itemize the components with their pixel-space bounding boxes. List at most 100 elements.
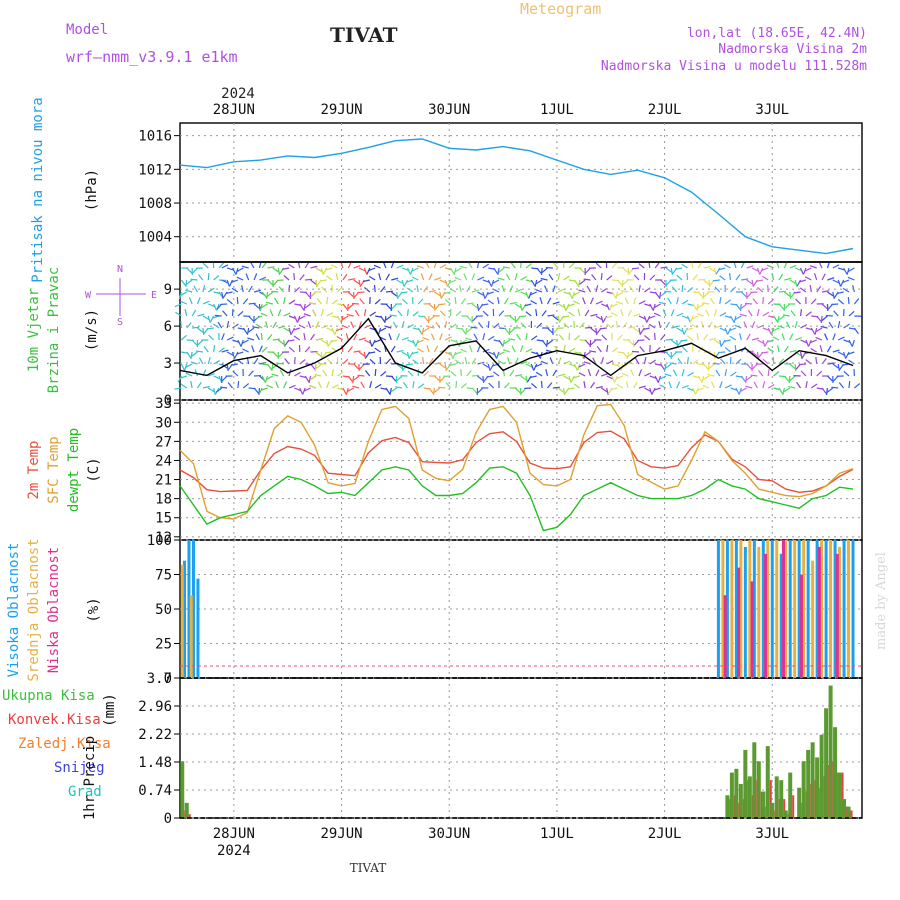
wind-barb <box>482 263 490 269</box>
cloud-bar <box>838 546 842 678</box>
wind-barb <box>423 370 430 377</box>
wind-barb <box>601 334 608 341</box>
wind-barb <box>374 383 382 389</box>
wind-barb <box>221 291 224 299</box>
wind-barb <box>454 296 457 305</box>
wind-barb <box>622 279 629 286</box>
wind-barb <box>821 315 828 321</box>
wind-barb <box>455 359 462 365</box>
wind-barb <box>435 321 441 329</box>
wind-barb <box>670 339 678 345</box>
wind-barb <box>719 381 723 389</box>
wind-barb <box>740 303 748 309</box>
wind-barb <box>681 263 688 269</box>
wind-barb <box>620 309 624 317</box>
wind-barb <box>531 351 539 355</box>
wind-barb <box>509 301 517 305</box>
wind-barb <box>666 279 672 286</box>
wind-barb <box>390 345 396 353</box>
wind-barb <box>729 335 737 341</box>
wind-barb <box>784 303 791 310</box>
wind-barb <box>595 262 602 269</box>
panel-frame <box>179 261 863 401</box>
wind-barb <box>676 274 683 281</box>
precip-total-bar <box>833 727 838 818</box>
wind-barb <box>213 303 218 311</box>
wind-barb <box>800 324 807 329</box>
wind-barb <box>740 375 746 383</box>
cloud-bar <box>851 540 855 678</box>
wind-barb <box>188 297 193 305</box>
cloud-bar <box>182 560 186 678</box>
wind-barb <box>772 327 780 332</box>
x-tick-label-bottom: 29JUN <box>320 826 362 842</box>
precip-total-bar <box>180 761 185 818</box>
cloud-bar <box>737 567 741 678</box>
model-name: wrf—nmm_v3.9.1 e1km <box>66 48 238 66</box>
wind-barb <box>319 279 327 282</box>
precip-total-bar <box>788 772 793 818</box>
wind-barb <box>644 334 651 341</box>
wind-barb <box>676 339 679 348</box>
wind-barb <box>439 363 446 369</box>
y-tick-label: 3.7 <box>147 671 172 687</box>
wind-barb <box>369 339 373 347</box>
precip-total-bar <box>801 761 806 818</box>
wind-barb <box>616 291 624 297</box>
wind-barb <box>789 279 797 285</box>
x-tick-label-top: 30JUN <box>428 102 470 118</box>
cloud-bar <box>752 540 756 678</box>
wind-barb <box>287 339 295 342</box>
wind-barb <box>840 279 845 287</box>
wind-barb <box>507 357 511 365</box>
wind-barb <box>444 336 452 341</box>
wind-barb <box>326 327 334 332</box>
wind-barb <box>719 339 722 347</box>
wind-barb <box>703 333 709 341</box>
wind-barb <box>729 327 737 332</box>
wind-barb <box>320 267 324 275</box>
wind-barb <box>352 385 360 389</box>
x-tick-label-top: 28JUN <box>213 102 255 118</box>
wind-barb <box>514 273 518 281</box>
wind-barb <box>190 278 198 281</box>
wind-barb <box>417 298 424 305</box>
wind-barb <box>409 267 414 275</box>
wind-barb <box>777 325 785 329</box>
wind-barb <box>411 276 419 281</box>
wind-barb <box>563 322 570 329</box>
wind-barb <box>288 299 296 305</box>
wind-barb <box>283 327 291 332</box>
x-tick-label-top: 2JUL <box>648 102 682 118</box>
wind-barb <box>373 339 381 343</box>
wind-barb <box>846 267 850 275</box>
wind-barb <box>671 325 679 329</box>
wind-barb <box>213 274 220 281</box>
wind-barb <box>317 381 322 389</box>
wind-barb <box>304 375 310 383</box>
wind-barb <box>213 360 221 365</box>
wind-barb <box>756 351 760 360</box>
wind-barb <box>687 372 694 377</box>
wind-barb <box>450 370 457 377</box>
wind-barb <box>783 345 789 353</box>
wind-barb <box>570 375 575 383</box>
wind-barb <box>574 334 581 341</box>
cloud-bar <box>779 553 783 678</box>
wind-barb <box>638 300 646 305</box>
wind-barb <box>525 363 533 368</box>
wind-barb <box>578 279 581 288</box>
wind-barbs <box>174 260 862 396</box>
wind-barb <box>535 308 538 317</box>
wind-barb <box>821 387 827 394</box>
wind-barb <box>251 345 255 353</box>
precip-total-bar <box>824 708 829 818</box>
wind-barb <box>588 350 597 353</box>
cloud-bar <box>770 540 774 678</box>
wind-barb <box>482 363 490 369</box>
wind-barb <box>448 363 457 366</box>
wind-barb <box>190 361 198 365</box>
wind-barb <box>730 315 735 323</box>
wind-barb <box>595 386 603 389</box>
wind-barb <box>434 291 441 297</box>
